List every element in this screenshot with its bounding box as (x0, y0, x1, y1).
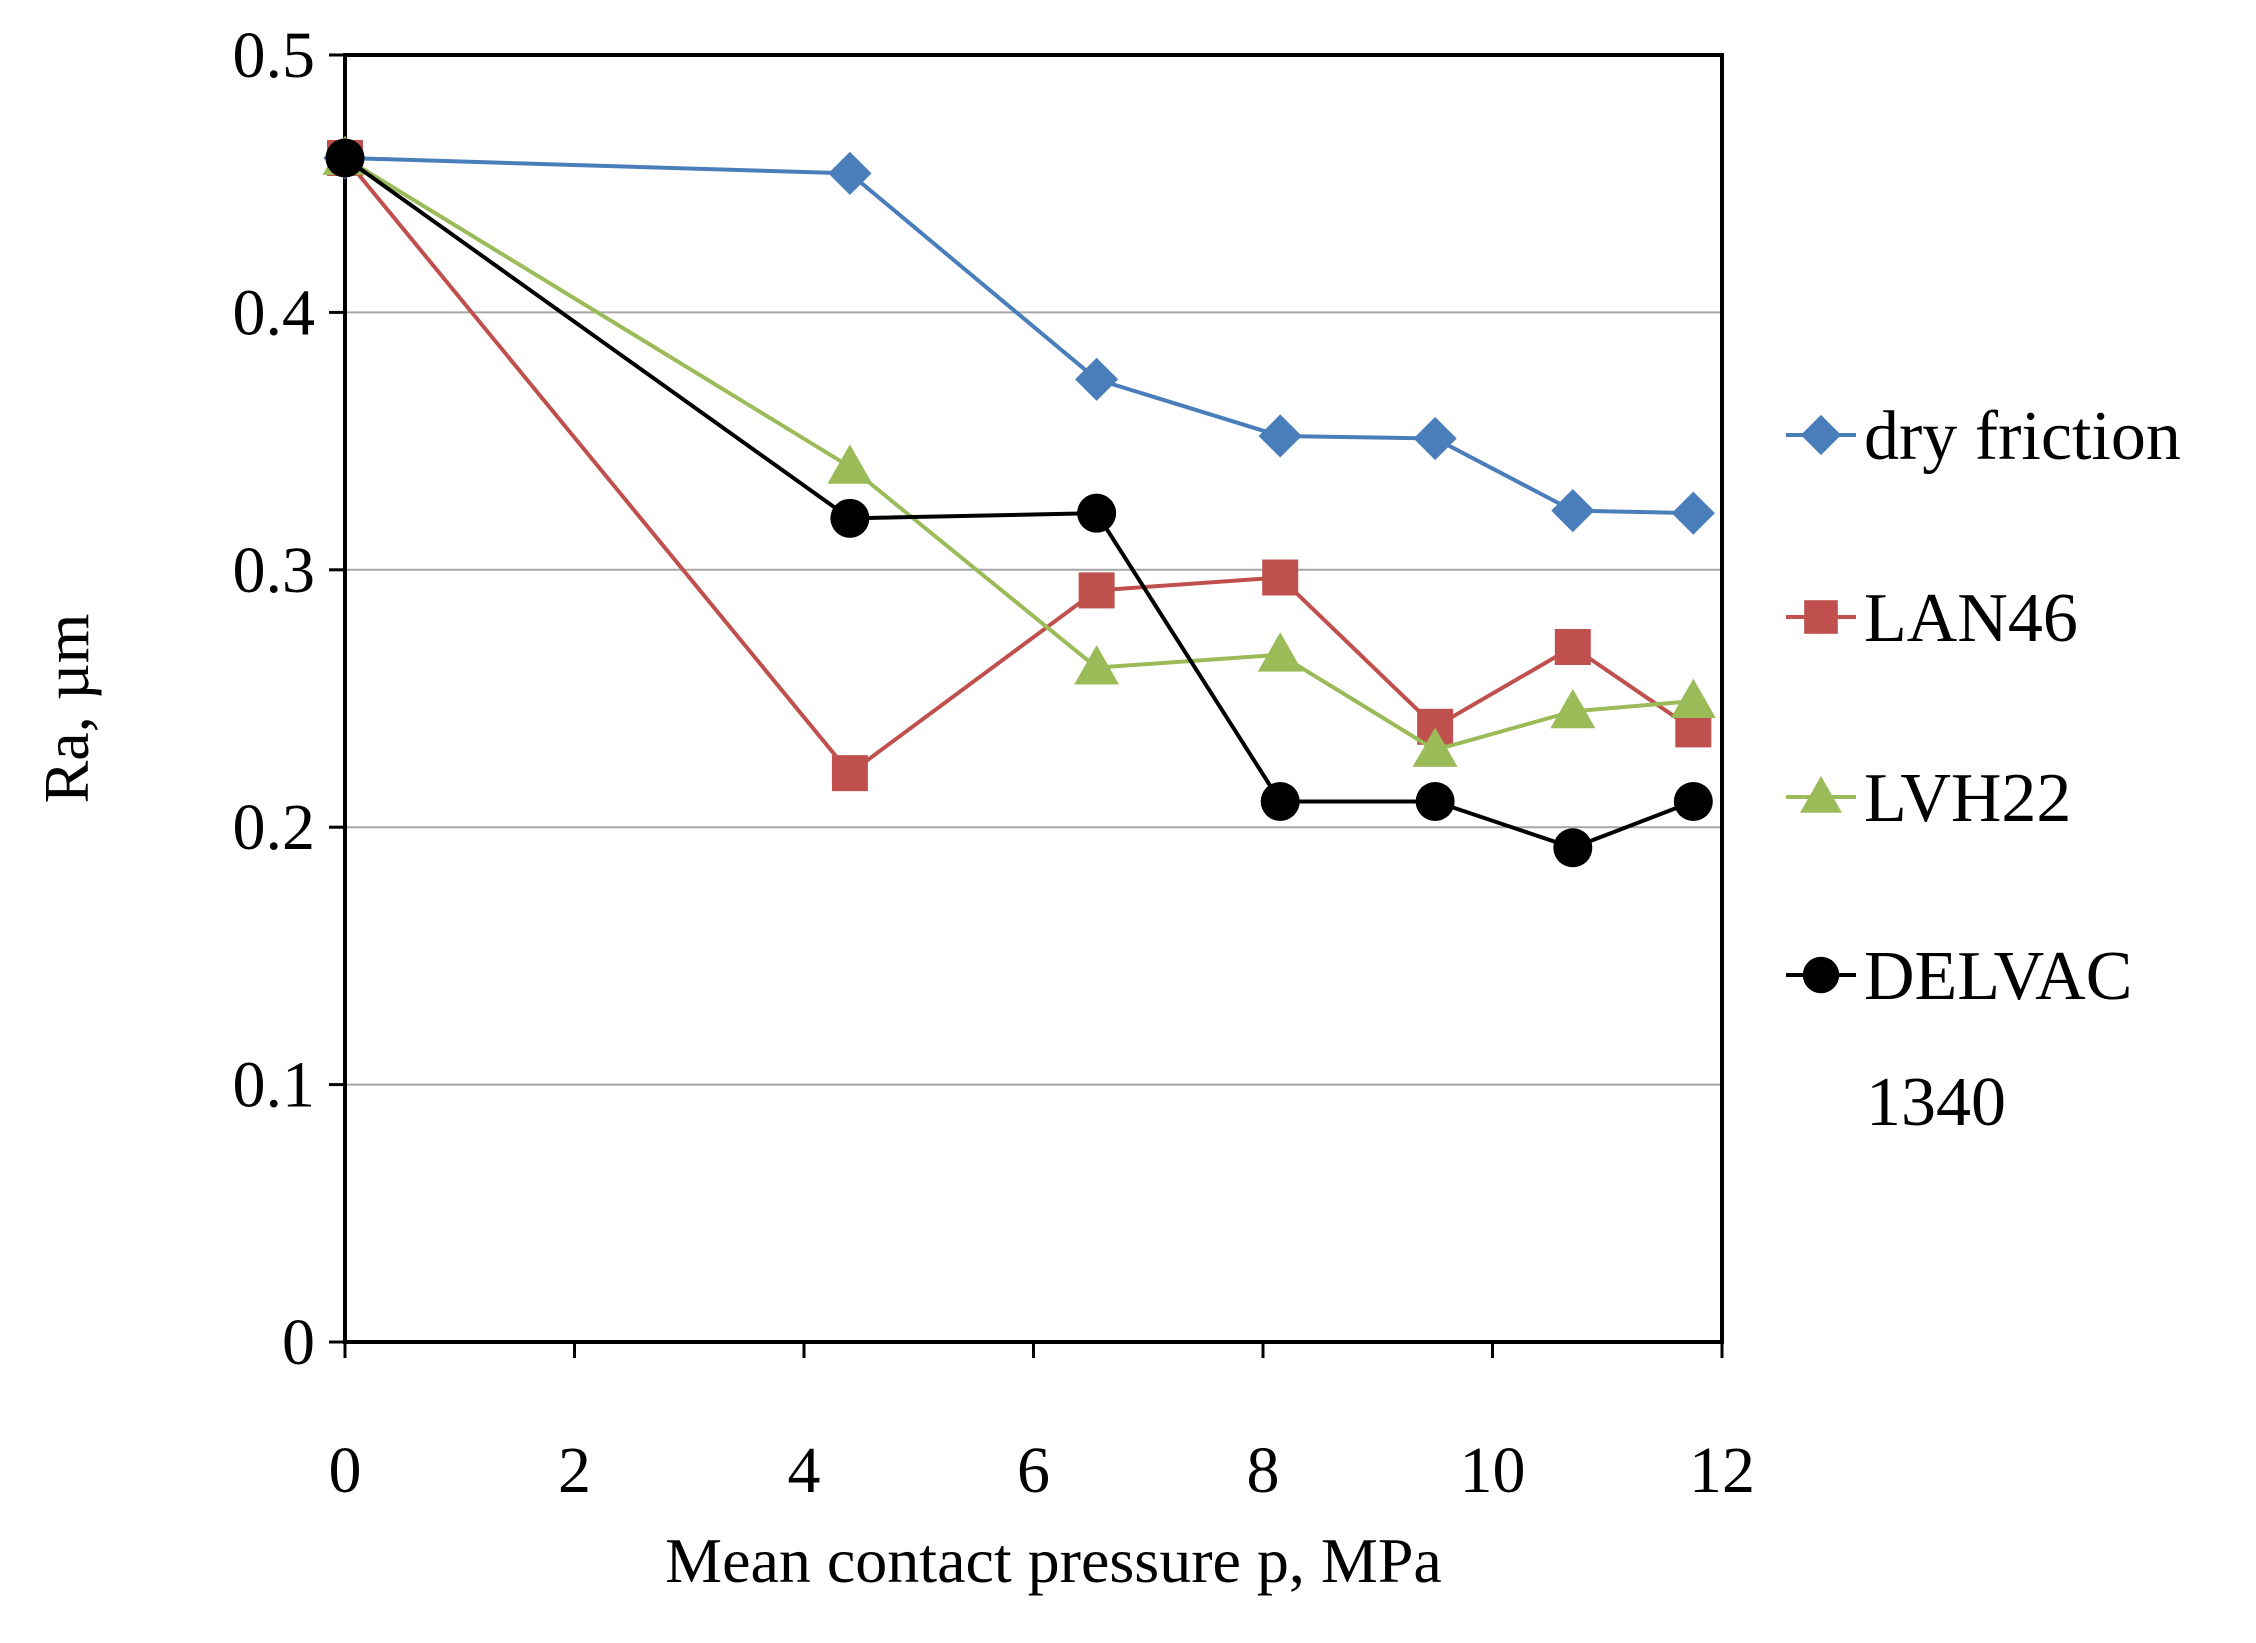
x-tick-label: 8 (1247, 1434, 1280, 1507)
x-tick-label: 0 (329, 1434, 362, 1507)
series-lvh22 (322, 135, 1716, 767)
y-tick-label: 0.3 (233, 534, 316, 607)
y-tick-label: 0.4 (233, 276, 316, 349)
data-point-dry-friction (1075, 357, 1119, 401)
series-dry-friction (323, 136, 1715, 535)
y-axis-label: Ra, µm (31, 614, 102, 804)
data-point-delvac-1340 (1260, 781, 1300, 821)
legend: dry friction LAN46 LVH22 DELVAC 1340 (1786, 398, 2181, 1141)
data-point-lvh22 (1074, 645, 1120, 685)
data-point-dry-friction (1551, 488, 1595, 533)
x-tick-label: 12 (1689, 1434, 1755, 1507)
data-point-lvh22 (1412, 727, 1458, 767)
series-line-delvac-1340 (343, 156, 1695, 850)
legend-label-line: DELVAC (1864, 938, 2132, 1015)
gridlines (345, 311, 1722, 1086)
data-point-delvac-1340 (1553, 828, 1593, 868)
data-point-delvac-1340 (1077, 493, 1117, 533)
y-tick-label: 0.1 (233, 1049, 316, 1122)
data-point-lvh22 (1670, 678, 1716, 718)
data-point-lvh22 (1257, 632, 1303, 672)
data-point-delvac-1340 (830, 498, 870, 538)
data-point-delvac-1340 (325, 138, 365, 178)
legend-entry-dry-friction: dry friction (1786, 398, 2181, 475)
legend-label: LAN46 (1864, 580, 2078, 657)
series-line-lvh22 (343, 156, 1694, 753)
legend-marker (1804, 600, 1838, 634)
x-tick-label: 6 (1017, 1434, 1050, 1507)
legend-label: DELVAC 1340 (1864, 938, 2132, 1141)
data-point-lvh22 (827, 444, 873, 484)
y-tick-label: 0.2 (233, 791, 316, 864)
x-axis-ticks: 0 2 4 6 8 10 12 (329, 1342, 1755, 1507)
data-point-delvac-1340 (1673, 781, 1713, 821)
series-layer (322, 135, 1716, 868)
legend-marker (1800, 776, 1842, 813)
legend-entry-delvac-1340: DELVAC 1340 (1786, 938, 2132, 1141)
legend-entry-lan46: LAN46 (1786, 580, 2078, 657)
legend-label: LVH22 (1864, 760, 2071, 837)
data-point-lvh22 (1550, 688, 1596, 729)
series-lan46 (327, 139, 1712, 792)
data-point-dry-friction (1258, 414, 1302, 458)
legend-marker (1800, 414, 1842, 456)
data-point-lan46 (831, 755, 868, 792)
data-point-dry-friction (1671, 491, 1715, 535)
y-axis-ticks: 0 0.1 0.2 0.3 0.4 0.5 (233, 19, 345, 1379)
data-point-dry-friction (1413, 416, 1457, 461)
series-delvac-1340 (325, 138, 1713, 868)
plot-area-frame (343, 53, 1724, 1344)
data-point-delvac-1340 (1415, 781, 1455, 821)
legend-label-line: 1340 (1866, 1064, 2006, 1141)
x-tick-label: 10 (1460, 1434, 1526, 1507)
data-point-lan46 (1078, 572, 1115, 609)
x-tick-label: 4 (788, 1434, 821, 1507)
x-axis-label: Mean contact pressure p, MPa (665, 1525, 1442, 1596)
y-tick-label: 0 (282, 1306, 315, 1379)
series-line-dry-friction (344, 155, 1694, 516)
data-point-lan46 (1554, 629, 1591, 666)
x-tick-label: 2 (558, 1434, 591, 1507)
data-point-dry-friction (828, 151, 872, 196)
data-point-lan46 (1262, 559, 1299, 596)
y-tick-label: 0.5 (233, 19, 316, 92)
legend-marker (1802, 956, 1840, 994)
legend-entry-lvh22: LVH22 (1786, 760, 2071, 837)
legend-label: dry friction (1864, 398, 2181, 475)
